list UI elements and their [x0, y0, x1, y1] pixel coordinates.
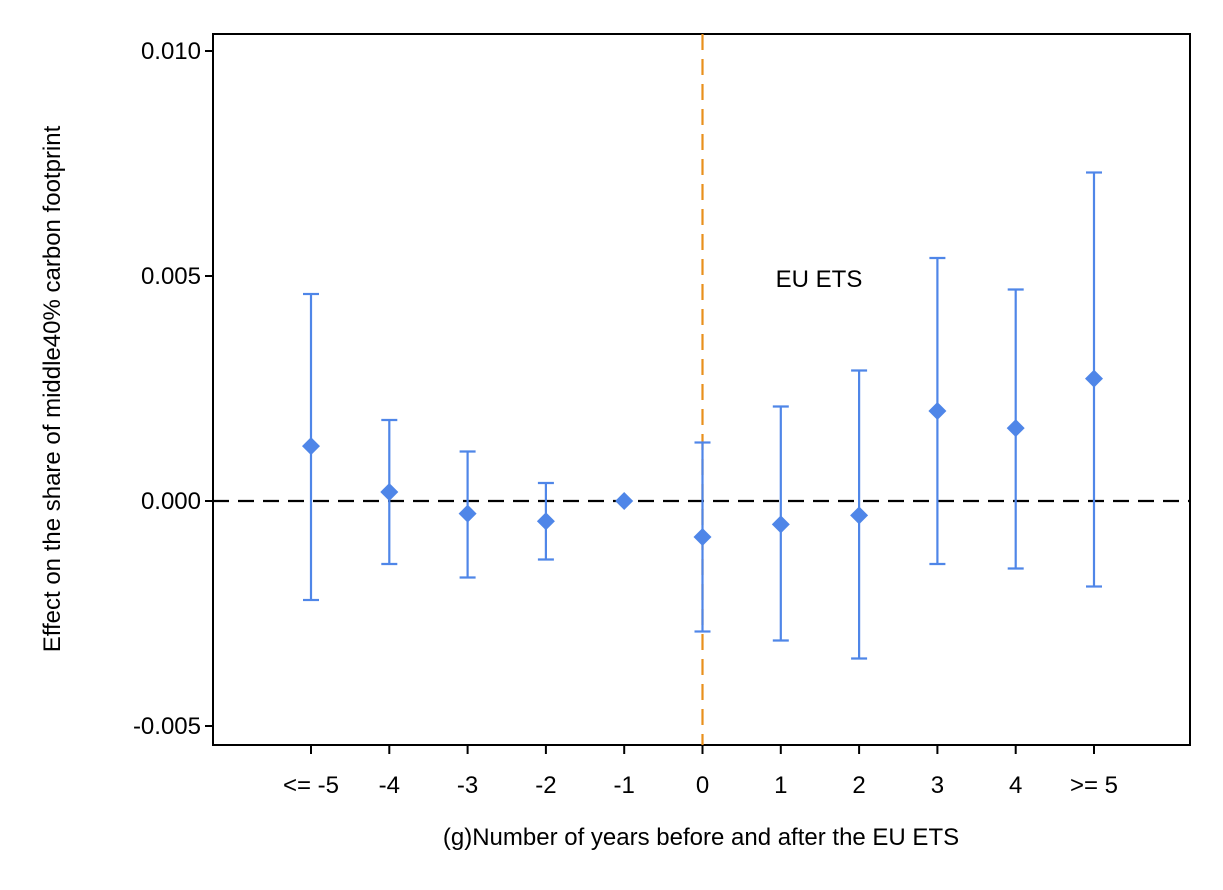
point-estimates — [302, 369, 1103, 546]
y-axis-label: Effect on the share of middle40% carbon … — [39, 125, 66, 652]
y-axis: -0.005 0.000 0.005 0.010 — [133, 38, 213, 740]
y-tick-label: 0.000 — [141, 488, 201, 515]
y-tick-label: 0.010 — [141, 38, 201, 65]
x-tick-label: -1 — [614, 772, 635, 799]
x-tick-label: -4 — [379, 772, 400, 799]
x-tick-label: <= -5 — [283, 772, 339, 799]
point-estimate-marker — [458, 504, 477, 523]
point-estimate-marker — [693, 528, 712, 546]
x-tick-label: 3 — [931, 772, 944, 799]
point-estimate-marker — [380, 483, 399, 501]
point-estimate-marker — [1006, 419, 1025, 438]
annotation-eu-ets: EU ETS — [776, 266, 863, 293]
x-tick-label: 4 — [1009, 772, 1022, 799]
point-estimate-marker — [850, 506, 869, 525]
y-tick-label: 0.005 — [141, 263, 201, 290]
point-estimate-marker — [928, 402, 947, 420]
point-estimate-marker — [771, 515, 790, 534]
point-estimate-marker — [1085, 369, 1103, 388]
y-tick-label: -0.005 — [133, 713, 201, 740]
x-tick-label: >= 5 — [1070, 772, 1118, 799]
x-axis-label: (g)Number of years before and after the … — [443, 824, 959, 851]
x-tick-label: -3 — [457, 772, 478, 799]
x-axis: <= -5 -4 -3 -2 -1 0 1 2 3 4 >= 5 — [283, 745, 1118, 799]
point-estimate-marker — [302, 437, 320, 456]
x-tick-label: 0 — [696, 772, 709, 799]
x-tick-label: 2 — [852, 772, 865, 799]
x-tick-label: -2 — [535, 772, 556, 799]
x-tick-label: 1 — [774, 772, 787, 799]
point-estimate-marker — [615, 492, 634, 510]
point-estimate-marker — [536, 512, 555, 531]
